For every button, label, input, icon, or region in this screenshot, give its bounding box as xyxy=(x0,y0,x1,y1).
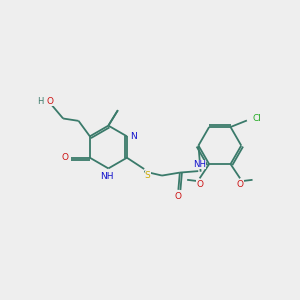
Text: O: O xyxy=(47,97,54,106)
Text: Cl: Cl xyxy=(252,115,261,124)
Text: N: N xyxy=(130,132,137,141)
Text: O: O xyxy=(175,192,182,201)
Text: O: O xyxy=(196,180,203,189)
Text: S: S xyxy=(145,171,151,180)
Text: H: H xyxy=(37,97,44,106)
Text: O: O xyxy=(61,153,68,162)
Text: NH: NH xyxy=(100,172,114,181)
Text: NH: NH xyxy=(193,160,206,169)
Text: O: O xyxy=(237,180,244,189)
